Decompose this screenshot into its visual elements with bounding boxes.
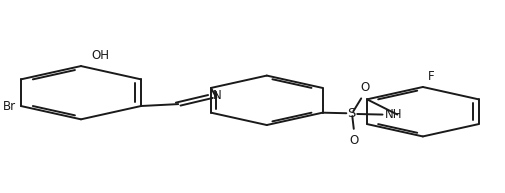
Text: NH: NH	[384, 108, 401, 121]
Text: N: N	[213, 89, 221, 102]
Text: F: F	[427, 70, 434, 83]
Text: O: O	[348, 134, 358, 147]
Text: Br: Br	[3, 100, 16, 113]
Text: OH: OH	[91, 49, 109, 62]
Text: O: O	[360, 81, 369, 94]
Text: S: S	[346, 107, 355, 120]
